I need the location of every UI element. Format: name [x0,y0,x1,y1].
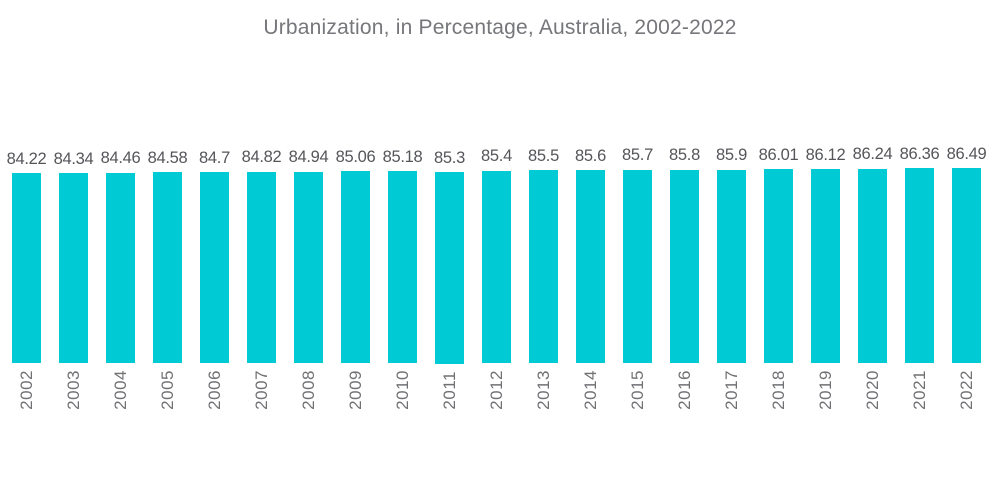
bar-value-label: 86.01 [758,145,799,164]
bar-column: 84.58 2005 [148,150,188,410]
category-label: 2022 [957,370,976,410]
category-label: 2003 [64,370,83,410]
bar [106,172,135,364]
bar-column: 84.7 2006 [199,148,230,410]
category-label: 2005 [158,370,177,410]
bar [670,169,699,364]
category-label: 2008 [299,370,318,410]
category-label: 2017 [722,370,741,410]
bar [200,172,229,364]
bar [764,169,793,364]
bar-value-label: 84.34 [53,149,94,168]
bar-column: 86.01 2018 [759,147,799,410]
bar [341,171,370,364]
bar-value-label: 84.7 [199,148,230,167]
category-label: 2010 [393,370,412,410]
bar-column: 84.82 2007 [242,149,282,410]
bar [529,170,558,364]
bar-value-label: 85.06 [335,147,376,166]
bar-column: 85.06 2009 [336,149,376,410]
bar-value-label: 86.24 [852,145,893,164]
bar-column: 84.46 2004 [101,150,141,410]
bar-column: 85.3 2011 [434,148,465,410]
bar-value-label: 86.36 [899,144,940,163]
bar-column: 85.4 2012 [481,147,512,410]
bar-column: 85.8 2016 [669,146,700,410]
bar-value-label: 84.82 [241,148,282,167]
bar-column: 86.24 2020 [853,146,893,410]
bar-value-label: 86.12 [805,145,846,164]
category-label: 2012 [487,370,506,410]
category-label: 2013 [534,370,553,410]
bar [247,171,276,364]
category-label: 2015 [628,370,647,410]
bar-value-label: 85.8 [669,146,700,165]
bar [905,168,934,364]
bar-column: 85.9 2017 [716,146,747,410]
chart-title: Urbanization, in Percentage, Australia, … [263,16,737,39]
category-label: 2020 [863,370,882,410]
category-label: 2014 [581,370,600,410]
bar [388,171,417,364]
bar-column: 86.36 2021 [900,146,940,410]
bar [435,172,464,365]
bar-column: 85.5 2013 [528,146,559,410]
bar-column: 84.94 2008 [289,149,329,410]
category-label: 2007 [252,370,271,410]
bar-value-label: 85.9 [716,146,747,165]
bar-value-label: 85.6 [575,146,606,165]
bar-column: 85.18 2010 [383,149,423,410]
category-label: 2009 [346,370,365,410]
bars-row: 84.22 2002 84.34 2003 84.46 2004 84.58 2005 84.7… [7,146,987,410]
bar-column: 85.7 2015 [622,146,653,410]
bar-column: 86.12 2019 [806,147,846,410]
bar-column: 86.49 2022 [947,146,987,410]
category-label: 2019 [816,370,835,410]
bar-value-label: 84.94 [288,148,329,167]
bar [294,171,323,364]
category-label: 2006 [205,370,224,410]
category-label: 2016 [675,370,694,410]
bar-value-label: 85.3 [434,148,465,167]
bar-value-label: 84.22 [6,149,47,168]
category-label: 2011 [440,371,459,410]
bar [482,170,511,364]
bar-value-label: 85.7 [622,146,653,165]
bar-value-label: 85.5 [528,146,559,165]
bar-value-label: 84.58 [147,148,188,167]
bar-column: 84.22 2002 [7,151,47,410]
category-label: 2018 [769,370,788,410]
bar [623,169,652,364]
bar [59,173,88,364]
bar [858,168,887,364]
bar-value-label: 85.18 [382,147,423,166]
bar [576,170,605,364]
bar [952,168,981,364]
bar-column: 84.34 2003 [54,151,94,410]
bar-column: 85.6 2014 [575,146,606,410]
bar [153,172,182,364]
bar [12,173,41,364]
bar [811,169,840,364]
category-label: 2002 [17,370,36,410]
bar-value-label: 85.4 [481,147,512,166]
bar-value-label: 84.46 [100,149,141,168]
category-label: 2004 [111,370,130,410]
bar [717,169,746,364]
bar-value-label: 86.49 [946,144,987,163]
category-label: 2021 [910,370,929,410]
